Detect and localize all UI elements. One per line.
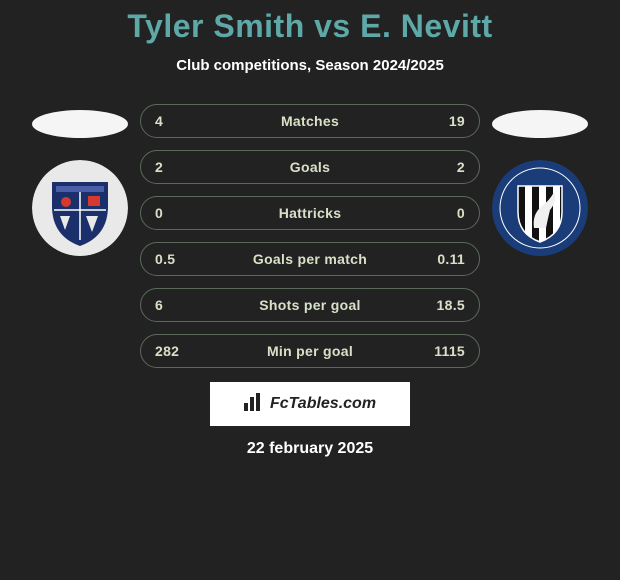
date-label: 22 february 2025 xyxy=(247,440,373,458)
gillingham-crest-icon xyxy=(492,160,588,256)
left-team-col xyxy=(20,104,140,256)
right-shadow-oval xyxy=(492,110,588,138)
stat-right-value: 2 xyxy=(417,159,465,175)
page-title: Tyler Smith vs E. Nevitt xyxy=(127,8,492,45)
stat-label: Shots per goal xyxy=(203,297,417,313)
comparison-panel: 4Matches19 2Goals2 0Hattricks0 0.5Goals per… xyxy=(0,104,620,368)
subtitle: Club competitions, Season 2024/2025 xyxy=(176,57,444,74)
left-team-crest xyxy=(32,160,128,256)
right-team-col xyxy=(480,104,600,256)
stat-row: 6Shots per goal18.5 xyxy=(140,288,480,322)
brand-label: FcTables.com xyxy=(270,395,376,413)
stat-left-value: 282 xyxy=(155,343,203,359)
right-team-crest xyxy=(492,160,588,256)
stat-label: Matches xyxy=(203,113,417,129)
stat-right-value: 0 xyxy=(417,205,465,221)
left-shadow-oval xyxy=(32,110,128,138)
stat-right-value: 19 xyxy=(417,113,465,129)
stat-right-value: 0.11 xyxy=(417,251,465,267)
stat-left-value: 0 xyxy=(155,205,203,221)
stat-label: Min per goal xyxy=(203,343,417,359)
stat-left-value: 2 xyxy=(155,159,203,175)
stat-row: 0Hattricks0 xyxy=(140,196,480,230)
stats-list: 4Matches19 2Goals2 0Hattricks0 0.5Goals per… xyxy=(140,104,480,368)
stat-left-value: 0.5 xyxy=(155,251,203,267)
brand-bars-icon xyxy=(244,393,264,416)
stat-right-value: 1115 xyxy=(417,343,465,359)
stat-row: 4Matches19 xyxy=(140,104,480,138)
stat-label: Goals xyxy=(203,159,417,175)
stat-label: Hattricks xyxy=(203,205,417,221)
stat-row: 0.5Goals per match0.11 xyxy=(140,242,480,276)
stat-left-value: 4 xyxy=(155,113,203,129)
stat-right-value: 18.5 xyxy=(417,297,465,313)
stat-label: Goals per match xyxy=(203,251,417,267)
stat-row: 282Min per goal1115 xyxy=(140,334,480,368)
brand-box: FcTables.com xyxy=(210,382,410,426)
stat-row: 2Goals2 xyxy=(140,150,480,184)
stat-left-value: 6 xyxy=(155,297,203,313)
barrow-crest-icon xyxy=(32,160,128,256)
